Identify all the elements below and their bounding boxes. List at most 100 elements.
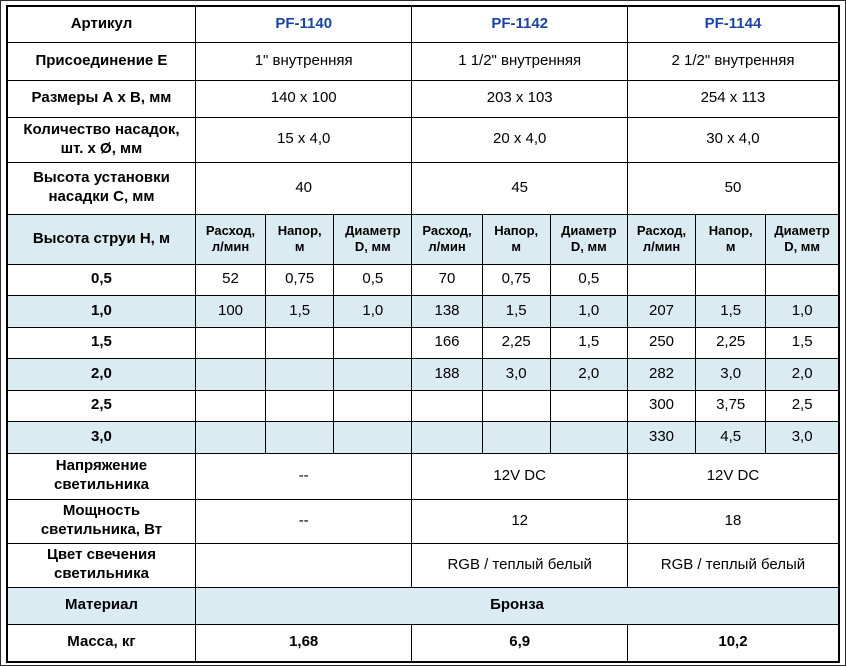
jet-cell: 330 (626, 420, 697, 454)
light-voltage-value: 12V DC (411, 452, 628, 500)
jet-cell: 3,0 (481, 357, 551, 391)
jet-cell-empty (411, 420, 483, 454)
mass-value: 6,9 (411, 623, 628, 663)
jet-row-2-0: 2,0 188 3,0 2,0 282 3,0 2,0 (6, 357, 840, 391)
article-pf-1140: PF-1140 (194, 5, 413, 43)
jet-cell: 100 (194, 294, 267, 328)
light-power-value: -- (194, 498, 413, 544)
mass-value: 1,68 (194, 623, 413, 663)
row-nozzle-count: Количество насадок, шт. х Ø, мм 15 x 4,0… (6, 116, 840, 163)
subheader-flow: Расход, л/мин (411, 213, 483, 265)
jet-height-label: 1,5 (6, 326, 196, 359)
jet-cell: 166 (411, 326, 483, 359)
row-label-article: Артикул (6, 5, 196, 43)
jet-cell: 207 (626, 294, 697, 328)
jet-cell: 1,0 (333, 294, 413, 328)
jet-cell: 300 (626, 389, 697, 422)
jet-cell: 3,0 (765, 420, 840, 454)
jet-height-label: 0,5 (6, 263, 196, 296)
jet-height-label: 2,5 (6, 389, 196, 422)
jet-height-label: 3,0 (6, 420, 196, 454)
jet-cell: 1,5 (765, 326, 840, 359)
row-label-connection: Присоединение Е (6, 41, 196, 81)
light-color-value (194, 542, 413, 588)
jet-cell-empty (265, 357, 335, 391)
jet-cell: 1,5 (549, 326, 628, 359)
jet-cell-empty (194, 389, 267, 422)
light-power-value: 18 (626, 498, 840, 544)
jet-cell-empty (695, 263, 767, 296)
jet-cell: 2,0 (765, 357, 840, 391)
subheader-flow: Расход, л/мин (194, 213, 267, 265)
row-jet-header: Высота струи Н, м Расход, л/мин Напор, м… (6, 213, 840, 265)
row-connection: Присоединение Е 1" внутренняя 1 1/2" вну… (6, 41, 840, 81)
row-light-color: Цвет свечения светильника RGB / теплый б… (6, 542, 840, 588)
row-label-dimensions: Размеры А х В, мм (6, 79, 196, 118)
row-label-light-power: Мощность светильника, Вт (6, 498, 196, 544)
row-light-power: Мощность светильника, Вт -- 12 18 (6, 498, 840, 544)
jet-cell-empty (411, 389, 483, 422)
subheader-diameter: Диаметр D, мм (765, 213, 840, 265)
jet-cell: 0,5 (333, 263, 413, 296)
jet-cell: 250 (626, 326, 697, 359)
light-color-value: RGB / теплый белый (626, 542, 840, 588)
dimensions-value: 140 x 100 (194, 79, 413, 118)
jet-cell-empty (194, 326, 267, 359)
subheader-head: Напор, м (481, 213, 551, 265)
jet-cell-empty (265, 420, 335, 454)
article-pf-1142: PF-1142 (411, 5, 628, 43)
dimensions-value: 254 x 113 (626, 79, 840, 118)
connection-value: 1" внутренняя (194, 41, 413, 81)
jet-cell: 0,75 (265, 263, 335, 296)
jet-cell: 3,0 (695, 357, 767, 391)
row-light-voltage: Напряжение светильника -- 12V DC 12V DC (6, 452, 840, 500)
subheader-diameter: Диаметр D, мм (549, 213, 628, 265)
product-spec-table: Артикул PF-1140 PF-1142 PF-1144 Присоеди… (6, 5, 840, 663)
jet-cell: 2,0 (549, 357, 628, 391)
nozzle-count-value: 20 x 4,0 (411, 116, 628, 163)
jet-cell-empty (194, 420, 267, 454)
row-article: Артикул PF-1140 PF-1142 PF-1144 (6, 5, 840, 43)
row-dimensions: Размеры А х В, мм 140 x 100 203 x 103 25… (6, 79, 840, 118)
row-label-light-color: Цвет свечения светильника (6, 542, 196, 588)
jet-cell: 4,5 (695, 420, 767, 454)
jet-cell: 188 (411, 357, 483, 391)
jet-cell-empty (549, 420, 628, 454)
light-color-value: RGB / теплый белый (411, 542, 628, 588)
jet-cell: 0,5 (549, 263, 628, 296)
jet-cell-empty (549, 389, 628, 422)
jet-cell-empty (626, 263, 697, 296)
jet-cell-empty (194, 357, 267, 391)
jet-cell-empty (481, 420, 551, 454)
subheader-flow: Расход, л/мин (626, 213, 697, 265)
row-install-height: Высота установки насадки С, мм 40 45 50 (6, 161, 840, 215)
jet-cell-empty (765, 263, 840, 296)
jet-cell: 52 (194, 263, 267, 296)
row-label-material: Материал (6, 586, 196, 625)
install-height-value: 50 (626, 161, 840, 215)
jet-height-label: 1,0 (6, 294, 196, 328)
jet-cell-empty (333, 357, 413, 391)
jet-cell-empty (333, 420, 413, 454)
connection-value: 1 1/2" внутренняя (411, 41, 628, 81)
jet-row-1-0: 1,0 100 1,5 1,0 138 1,5 1,0 207 1,5 1,0 (6, 294, 840, 328)
jet-cell: 0,75 (481, 263, 551, 296)
light-voltage-value: -- (194, 452, 413, 500)
jet-cell: 282 (626, 357, 697, 391)
jet-row-3-0: 3,0 330 4,5 3,0 (6, 420, 840, 454)
jet-cell: 138 (411, 294, 483, 328)
jet-cell: 1,5 (481, 294, 551, 328)
connection-value: 2 1/2" внутренняя (626, 41, 840, 81)
jet-cell: 1,5 (265, 294, 335, 328)
light-voltage-value: 12V DC (626, 452, 840, 500)
jet-cell: 70 (411, 263, 483, 296)
nozzle-count-value: 15 x 4,0 (194, 116, 413, 163)
row-label-light-voltage: Напряжение светильника (6, 452, 196, 500)
jet-cell: 3,75 (695, 389, 767, 422)
row-mass: Масса, кг 1,68 6,9 10,2 (6, 623, 840, 663)
material-value: Бронза (194, 586, 840, 625)
jet-cell: 1,5 (695, 294, 767, 328)
jet-cell-empty (265, 389, 335, 422)
jet-cell-empty (333, 326, 413, 359)
